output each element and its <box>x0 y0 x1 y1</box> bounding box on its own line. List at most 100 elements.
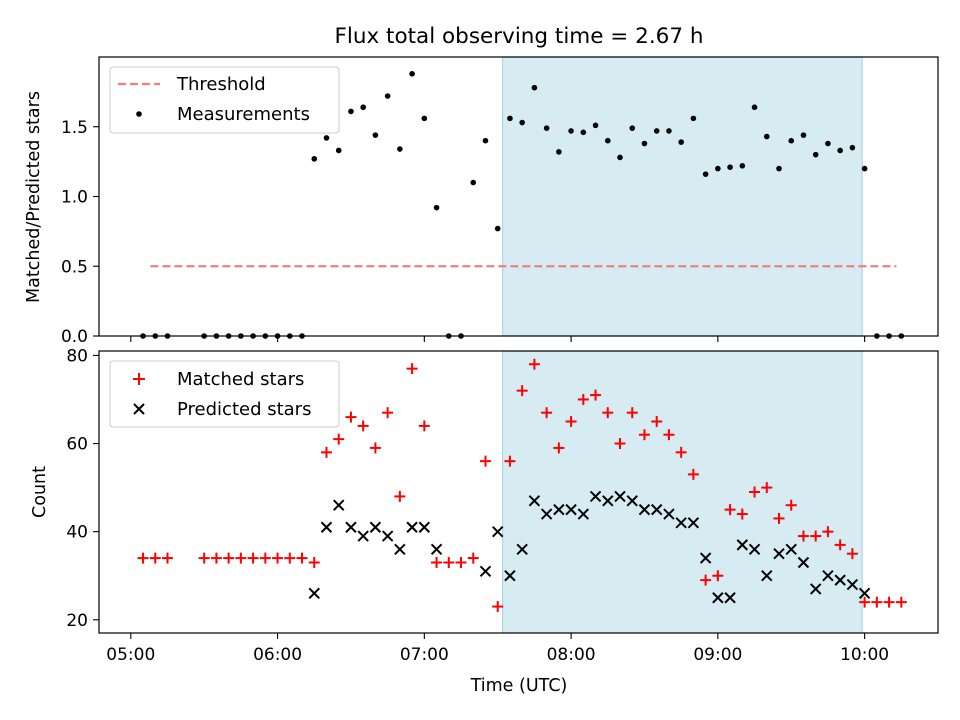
measurement-point <box>861 165 868 172</box>
matched-star-point <box>590 389 602 401</box>
predicted-star-point <box>320 521 333 533</box>
matched-star-point <box>736 508 748 520</box>
matched-star-point <box>455 557 467 568</box>
matched-star-point <box>333 433 345 445</box>
predicted-star-point <box>589 490 602 503</box>
matched-star-point <box>687 468 699 480</box>
measurement-point <box>470 179 477 186</box>
matched-star-point <box>773 512 785 524</box>
predicted-star-point <box>663 508 675 520</box>
measurement-point <box>678 139 684 145</box>
measurements-legend-swatch <box>136 111 142 117</box>
matched-star-point <box>663 429 675 441</box>
threshold-legend-label: Threshold <box>176 74 266 95</box>
bottom-y-tick-label: 40 <box>66 523 88 543</box>
matched-star-point <box>492 601 504 613</box>
matched-star-point <box>883 596 895 608</box>
matched-stars-points <box>137 358 907 613</box>
measurement-point <box>409 70 415 77</box>
measurement-point <box>507 115 513 122</box>
measurement-point <box>311 156 318 162</box>
top-legend-box <box>109 66 340 134</box>
matched-star-point <box>137 552 149 564</box>
matched-star-point <box>761 482 773 494</box>
predicted-star-point <box>418 521 431 533</box>
measurement-point <box>580 129 587 136</box>
bottom-x-tick-label: 10:00 <box>840 645 889 665</box>
shaded-observing-window <box>502 350 863 634</box>
predicted-star-point <box>540 508 553 520</box>
measurement-point <box>776 165 782 172</box>
top-y-ticks: 0.0 0.5 1.0 1.5 <box>61 118 99 347</box>
predicted-star-point <box>553 503 565 516</box>
matched-star-point <box>272 552 284 564</box>
predicted-legend-label: Predicted stars <box>177 399 311 420</box>
matched-star-point <box>528 358 540 370</box>
measurement-point <box>384 93 391 99</box>
predicted-star-point <box>748 543 761 555</box>
predicted-star-point <box>638 503 651 516</box>
measurements-legend-label: Measurements <box>177 104 310 125</box>
predicted-star-point <box>333 499 345 511</box>
predicted-star-point <box>504 570 516 582</box>
bottom-x-tick-label: 05:00 <box>106 645 155 665</box>
predicted-star-point <box>858 587 871 600</box>
matched-star-point <box>626 407 638 419</box>
top-y-tick-label: 0.0 <box>61 327 88 347</box>
matched-star-point <box>724 504 736 516</box>
matched-star-point <box>320 446 332 458</box>
predicted-star-point <box>430 543 443 555</box>
predicted-star-point <box>602 495 614 507</box>
predicted-star-point <box>369 521 382 533</box>
matched-star-point <box>822 526 834 538</box>
bottom-y-axis-label: Count <box>30 466 50 518</box>
predicted-star-point <box>381 530 394 542</box>
matched-star-point <box>797 530 809 542</box>
predicted-star-point <box>565 503 577 516</box>
measurement-point <box>715 165 721 172</box>
predicted-star-point <box>797 556 810 569</box>
top-y-tick-label: 1.0 <box>61 188 88 208</box>
matched-star-point <box>565 416 577 427</box>
matched-star-point <box>541 407 553 419</box>
predicted-star-point <box>809 583 822 595</box>
predicted-star-point <box>712 592 724 604</box>
measurement-point <box>433 204 440 211</box>
measurement-point <box>531 84 538 91</box>
matched-star-point <box>235 552 247 564</box>
matched-star-point <box>296 552 308 564</box>
bottom-y-tick-label: 80 <box>66 346 88 366</box>
measurement-point <box>482 137 489 144</box>
predicted-star-point <box>394 543 406 555</box>
matched-star-point <box>553 442 565 454</box>
matched-star-point <box>247 552 259 564</box>
measurement-point <box>335 147 342 154</box>
predicted-star-point <box>345 521 357 533</box>
top-legend: Threshold Measurements <box>109 66 340 134</box>
matched-star-point <box>308 557 320 568</box>
matched-star-point <box>467 552 479 564</box>
bottom-x-tick-label: 07:00 <box>400 645 449 665</box>
matched-star-point <box>198 552 210 564</box>
matched-star-point <box>223 552 235 564</box>
predicted-star-point <box>528 495 541 507</box>
matched-star-point <box>785 499 797 511</box>
bottom-x-tick-label: 08:00 <box>547 645 596 665</box>
matched-legend-swatch <box>133 373 145 385</box>
predicted-star-point <box>736 539 749 551</box>
bottom-y-tick-label: 20 <box>66 611 88 631</box>
matched-star-point <box>369 442 381 454</box>
measurement-point <box>372 132 379 138</box>
predicted-star-point <box>773 547 785 560</box>
matched-star-point <box>382 407 394 419</box>
measurement-point <box>739 163 746 169</box>
bottom-axes-frame <box>98 350 939 634</box>
measurement-point <box>543 125 550 131</box>
bottom-x-ticks: 05:00 06:00 07:00 08:00 09:00 10:00 <box>106 633 889 665</box>
matched-star-point <box>651 416 663 427</box>
predicted-star-point <box>724 592 736 604</box>
measurement-point <box>421 115 428 122</box>
predicted-star-point <box>687 517 700 529</box>
predicted-star-point <box>516 543 528 555</box>
